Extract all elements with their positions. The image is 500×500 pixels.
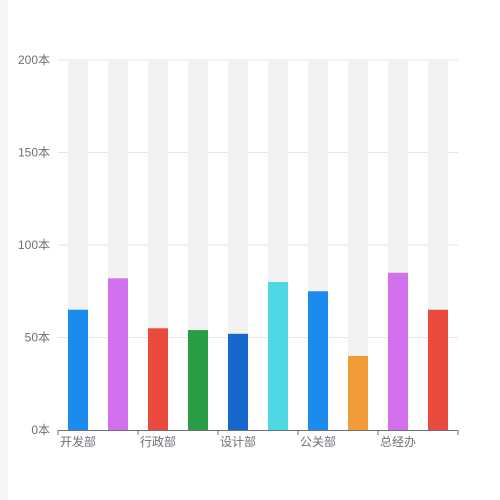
bar (428, 309, 448, 430)
bar (228, 333, 248, 430)
bar (388, 272, 408, 430)
bar (308, 291, 328, 430)
x-tick-label: 设计部 (220, 434, 256, 449)
x-tick-label: 行政部 (140, 434, 176, 449)
chart-panel (8, 0, 500, 500)
bar (268, 282, 288, 430)
x-axis (57, 430, 459, 435)
bars (68, 272, 448, 430)
x-axis-ticks: 开发部 行政部 设计部 公关部 总经办 (60, 434, 416, 449)
x-tick-label: 公关部 (300, 434, 336, 449)
bar (148, 328, 168, 430)
x-tick-label: 开发部 (60, 434, 96, 449)
y-axis-ticks: 0本 50本 100本 150本 200本 (18, 53, 50, 437)
bar (188, 330, 208, 430)
y-tick-label: 200本 (18, 53, 50, 67)
bar (348, 356, 368, 430)
bar (68, 309, 88, 430)
y-tick-label: 0本 (31, 423, 50, 437)
y-tick-label: 150本 (18, 146, 50, 160)
background-bar (348, 60, 368, 430)
y-tick-label: 50本 (25, 331, 50, 345)
x-tick-label: 总经办 (380, 434, 416, 449)
bar (108, 278, 128, 430)
y-tick-label: 100本 (18, 238, 50, 252)
